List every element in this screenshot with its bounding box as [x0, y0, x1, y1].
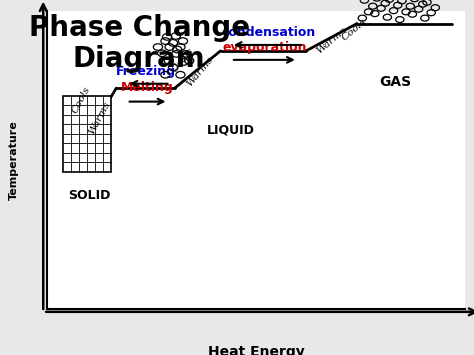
- Text: GAS: GAS: [380, 75, 412, 89]
- Text: Heat Energy: Heat Energy: [208, 345, 304, 355]
- Text: Warms: Warms: [184, 55, 215, 88]
- Text: Melting: Melting: [121, 81, 174, 94]
- Text: Warms: Warms: [87, 100, 112, 136]
- Bar: [63, 95, 111, 172]
- Text: Cools: Cools: [340, 17, 368, 43]
- Text: Freezing: Freezing: [116, 65, 175, 78]
- Text: LIQUID: LIQUID: [207, 124, 255, 136]
- Text: Warms: Warms: [315, 26, 348, 55]
- Text: evaporation: evaporation: [222, 41, 307, 54]
- Text: condensation: condensation: [221, 26, 316, 39]
- Text: SOLID: SOLID: [68, 189, 110, 202]
- Text: Temperature: Temperature: [9, 120, 19, 200]
- Text: Phase Change
Diagram: Phase Change Diagram: [28, 13, 250, 73]
- Text: Cools: Cools: [71, 85, 92, 115]
- Text: Cools: Cools: [170, 46, 196, 74]
